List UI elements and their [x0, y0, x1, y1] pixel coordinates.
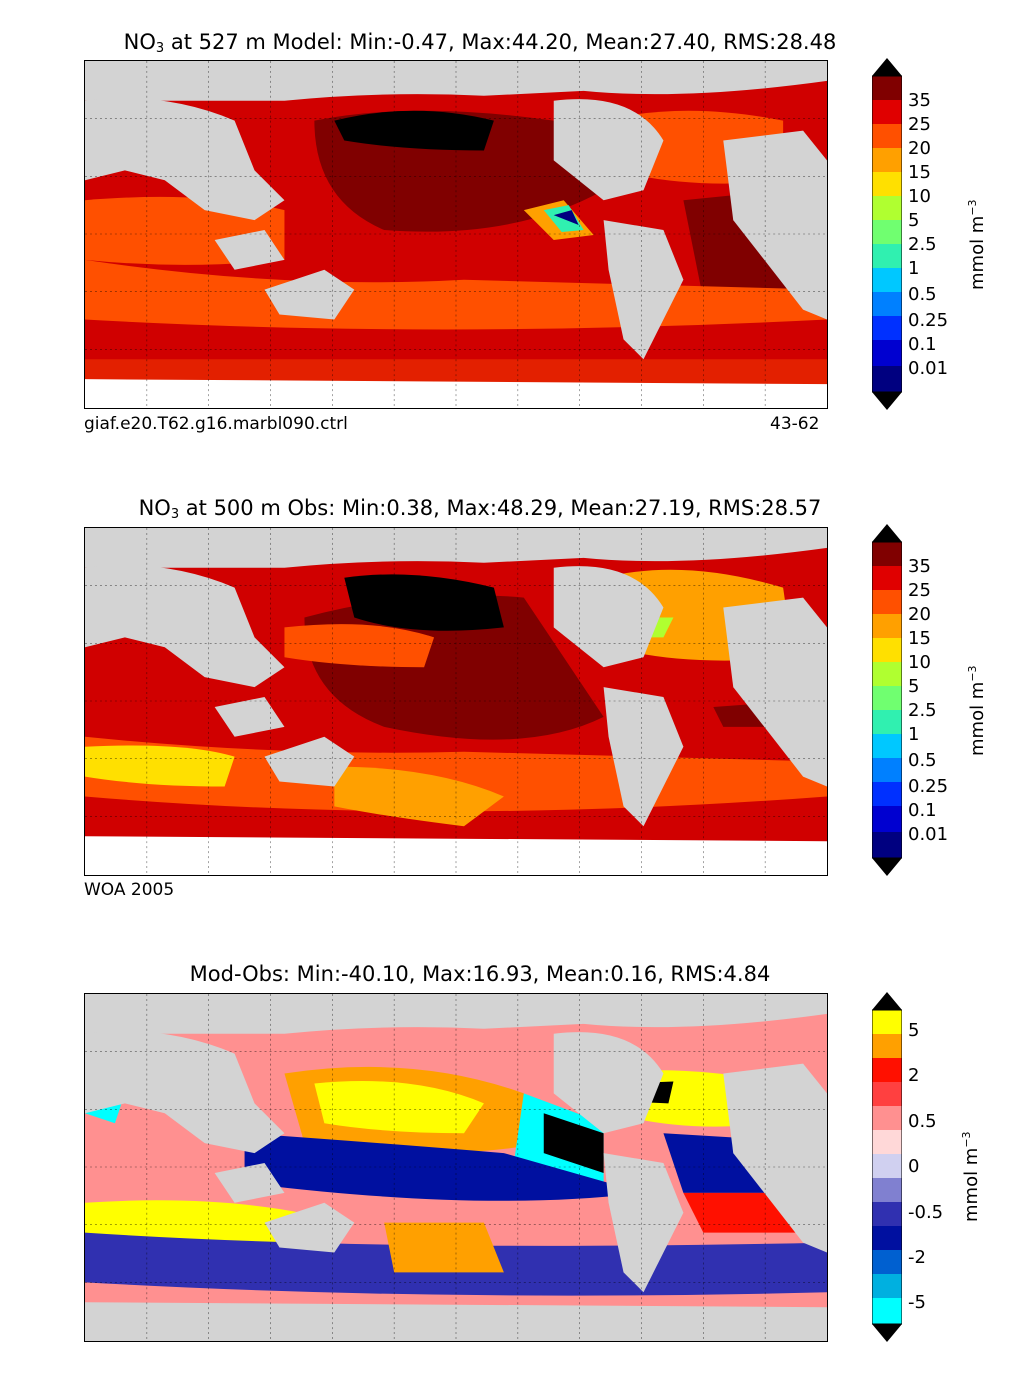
- panel-3-colorbar: [872, 992, 902, 1342]
- panel-2-colorbar: [872, 524, 902, 876]
- panel-1-years: 43-62: [770, 414, 820, 434]
- panel-1-colorbar-unit: mmol m−3: [966, 199, 988, 290]
- panel-1-title: NO3 at 527 m Model: Min:-0.47, Max:44.20…: [123, 30, 837, 56]
- panel-1-case-name: giaf.e20.T62.g16.marbl090.ctrl: [84, 414, 348, 434]
- panel-1-map: [84, 60, 828, 409]
- panel-3-map: [84, 993, 828, 1342]
- panel-2-map: [84, 527, 828, 876]
- panel-1-colorbar: [872, 58, 902, 410]
- panel-2-colorbar-unit: mmol m−3: [966, 665, 988, 756]
- panel-2-title: NO3 at 500 m Obs: Min:0.38, Max:48.29, M…: [138, 496, 822, 522]
- panel-2-source: WOA 2005: [84, 880, 175, 900]
- panel-3-colorbar-unit: mmol m−3: [960, 1131, 982, 1222]
- panel-3-title: Mod-Obs: Min:-40.10, Max:16.93, Mean:0.1…: [189, 962, 771, 986]
